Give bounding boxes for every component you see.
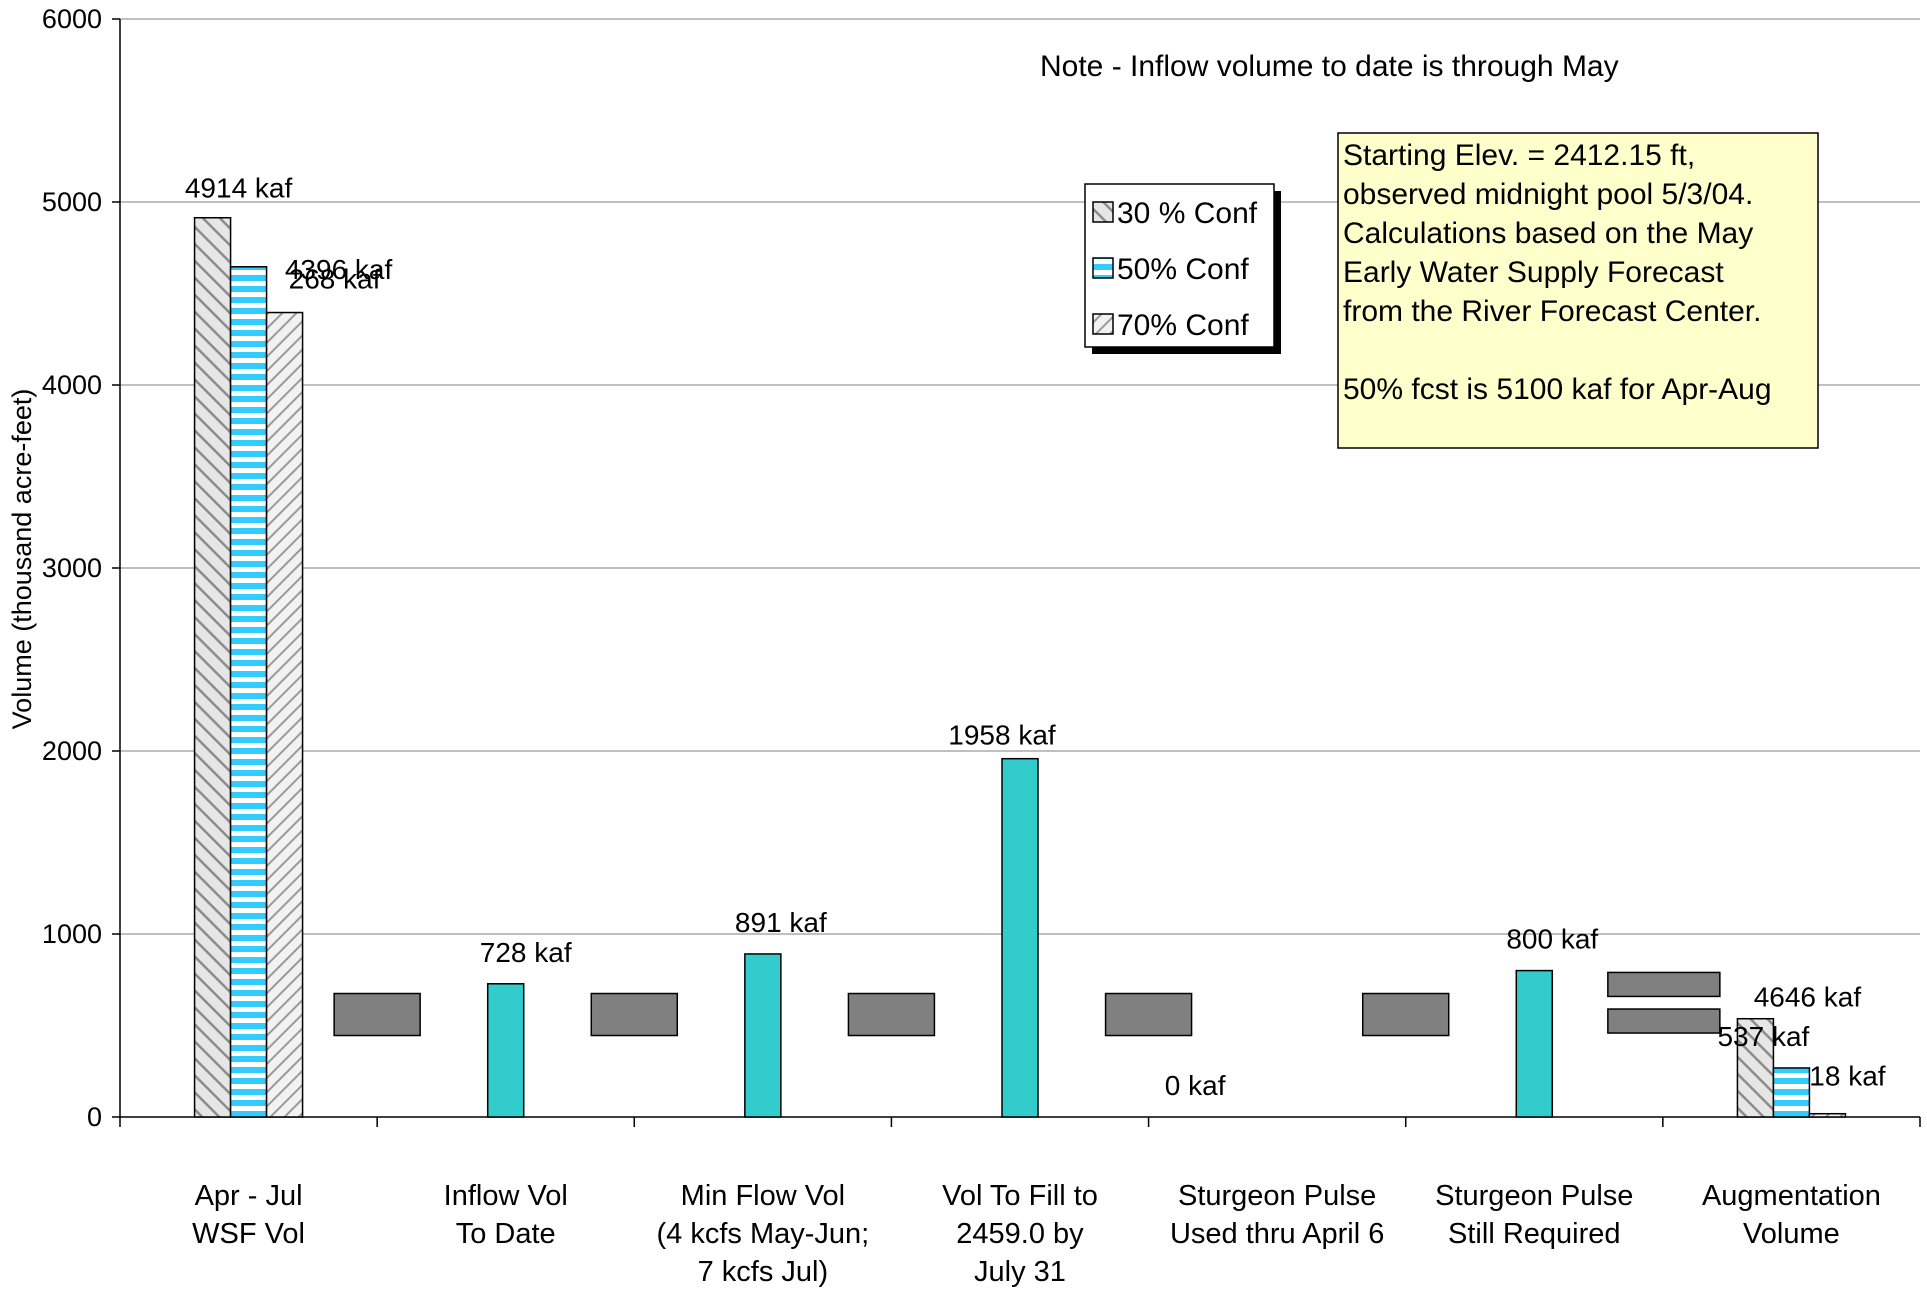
category-label: 2459.0 by (956, 1218, 1084, 1250)
data-label: 4914 kaf (185, 173, 293, 204)
bar (1515, 969, 1554, 1118)
category-label: Still Required (1448, 1218, 1620, 1250)
bar (229, 266, 268, 1118)
bar (1001, 757, 1039, 1118)
bar (193, 216, 232, 1118)
data-label: 800 kaf (1506, 924, 1598, 955)
legend-label: 30 % Conf (1117, 197, 1258, 230)
info-box: Starting Elev. = 2412.15 ft, observed mid… (1337, 132, 1819, 449)
category-label: July 31 (974, 1256, 1066, 1288)
legend-swatch (1092, 201, 1114, 223)
minus-symbol (847, 992, 936, 1037)
bar (1736, 1017, 1775, 1118)
data-label: 0 kaf (1165, 1070, 1226, 1101)
category-labels: Apr - Jul WSF Vol Inflow Vol To Date Min Flo… (192, 1180, 1881, 1288)
equals-symbol (1607, 971, 1721, 998)
info-box-line: Starting Elev. = 2412.15 ft, (1343, 139, 1695, 172)
category-label: WSF Vol (192, 1218, 305, 1250)
y-axis-label: Volume (thousand acre-feet) (7, 389, 37, 730)
equals-symbol (1607, 1008, 1721, 1034)
minus-symbol (590, 992, 679, 1037)
axes: 0 1000 2000 3000 4000 5000 6000 (42, 4, 1921, 1132)
note-text: Note - Inflow volume to date is through … (1040, 50, 1619, 83)
bar (486, 983, 525, 1118)
data-label: 268 kaf (289, 264, 381, 295)
minus-symbol (333, 992, 421, 1037)
legend-label: 50% Conf (1117, 253, 1249, 286)
bar (744, 953, 782, 1118)
data-label: 728 kaf (480, 937, 572, 968)
category-label: Min Flow Vol (681, 1180, 845, 1212)
bar (1772, 1067, 1811, 1118)
category-label: Apr - Jul (195, 1180, 303, 1212)
data-label: 4396 kaf (285, 254, 393, 285)
legend: 30 % Conf 50% Conf 70% Conf (1084, 183, 1281, 354)
category-label: To Date (456, 1218, 556, 1250)
data-label: 4646 kaf (1754, 982, 1862, 1013)
category-label: Augmentation (1702, 1180, 1881, 1212)
y-tick-label: 3000 (42, 553, 102, 583)
info-box-line: 50% fcst is 5100 kaf for Apr-Aug (1343, 373, 1772, 406)
bar (265, 311, 304, 1118)
bars (193, 216, 1847, 1118)
minus-symbol (1361, 992, 1450, 1037)
category-label: Volume (1743, 1218, 1840, 1250)
data-label: 18 kaf (1809, 1061, 1885, 1092)
y-tick-label: 2000 (42, 736, 102, 766)
data-label: 1958 kaf (948, 720, 1056, 751)
category-label: Inflow Vol (444, 1180, 568, 1212)
category-label: Used thru April 6 (1170, 1218, 1384, 1250)
category-label: Sturgeon Pulse (1435, 1180, 1633, 1212)
data-label: 891 kaf (735, 907, 827, 938)
data-labels: 4914 kaf 4646 kaf 4396 kaf 728 kaf 891 kaf 19… (185, 173, 1886, 1101)
category-label: Vol To Fill to (942, 1180, 1098, 1212)
minus-symbol (1104, 992, 1193, 1037)
data-label: 537 kaf (1717, 1021, 1809, 1052)
y-tick-label: 1000 (42, 919, 102, 949)
legend-swatch (1092, 257, 1114, 279)
operator-symbols (333, 971, 1721, 1037)
category-label: 7 kcfs Jul) (698, 1256, 829, 1288)
info-box-line: from the River Forecast Center. (1343, 295, 1761, 328)
gridlines (120, 18, 1920, 935)
y-tick-label: 0 (87, 1102, 102, 1132)
legend-label: 70% Conf (1117, 309, 1249, 342)
bar (1808, 1112, 1847, 1118)
y-tick-label: 5000 (42, 187, 102, 217)
info-box-line: Early Water Supply Forecast (1343, 256, 1724, 289)
category-label: Sturgeon Pulse (1178, 1180, 1376, 1212)
info-box-line: Calculations based on the May (1343, 217, 1753, 250)
info-box-line: observed midnight pool 5/3/04. (1343, 178, 1753, 211)
category-label: (4 kcfs May-Jun; (656, 1218, 869, 1250)
y-tick-label: 4000 (42, 370, 102, 400)
legend-swatch (1092, 313, 1114, 335)
y-tick-label: 6000 (42, 4, 102, 34)
